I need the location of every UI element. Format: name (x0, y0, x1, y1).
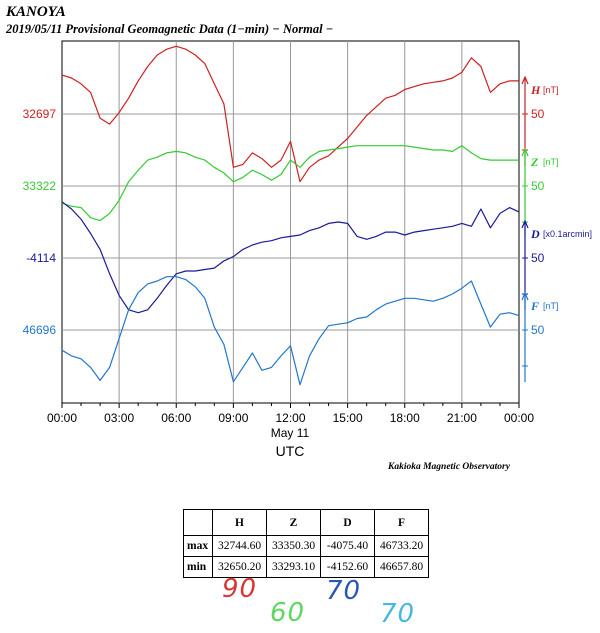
x-tick-label: 06:00 (161, 411, 191, 425)
stats-row-label: max (183, 535, 213, 557)
series-layer (61, 45, 520, 386)
x-tick-label: 12:00 (275, 411, 305, 425)
x-axis-date-label: May 11 (271, 426, 310, 440)
handwritten-note-f: 70 (380, 599, 416, 629)
ref-label-d: -4114 (26, 251, 56, 265)
station-name: KANOYA (6, 4, 66, 20)
component-name-d: D (530, 227, 540, 241)
handwritten-note-d: 70 (326, 576, 362, 606)
stats-row-label: min (183, 556, 213, 578)
handwritten-note-h: 90 (222, 574, 258, 604)
stats-cell-d-min: -4152.60 (320, 556, 375, 578)
stats-col-d: D (320, 509, 375, 536)
stats-cell-d-max: -4075.40 (320, 535, 375, 557)
scale-value-d: 50 (531, 251, 545, 265)
component-unit-z: [nT] (543, 157, 559, 167)
observatory-credit: Kakioka Magnetic Observatory (388, 462, 510, 472)
series-line-d (61, 201, 520, 314)
stats-col-f: F (374, 509, 429, 536)
x-tick-label: 00:00 (504, 411, 534, 425)
component-unit-f: [nT] (543, 301, 559, 311)
x-tick-label: 15:00 (333, 411, 363, 425)
component-unit-h: [nT] (543, 85, 559, 95)
ref-label-f: 46696 (23, 323, 57, 337)
series-line-f (61, 276, 520, 386)
x-tick-label: 09:00 (218, 411, 248, 425)
x-tick-label: 18:00 (390, 411, 420, 425)
stats-cell-z-min: 33293.10 (266, 556, 321, 578)
series-line-z (61, 145, 519, 222)
stats-cell-f-min: 46657.80 (374, 556, 429, 578)
scale-arrow-z (521, 147, 529, 157)
scale-value-f: 50 (531, 323, 545, 337)
stats-cell-h-min: 32650.20 (212, 556, 267, 578)
component-name-z: Z (530, 155, 539, 169)
stats-cell-f-max: 46733.20 (374, 535, 429, 557)
handwritten-note-z: 60 (270, 598, 306, 628)
ref-label-z: 33322 (23, 179, 57, 193)
x-tick-label: 21:00 (447, 411, 477, 425)
stats-col-h: H (212, 509, 267, 536)
series-line-h (61, 45, 519, 183)
x-tick-label: 03:00 (104, 411, 134, 425)
scale-value-z: 50 (531, 179, 545, 193)
x-axis-ticks: 00:00 03:00 06:00 09:00 12:00 15:00 18:00 21:00… (47, 403, 534, 425)
stats-row-max: max 32744.60 33350.30 -4075.40 46733.20 (183, 535, 429, 557)
stats-corner-cell (183, 509, 213, 536)
stats-header-row: H Z D F (183, 509, 429, 536)
component-name-h: H (530, 83, 541, 97)
x-axis-title: UTC (276, 443, 305, 459)
component-name-f: F (530, 299, 539, 313)
stats-col-z: Z (266, 509, 321, 536)
stats-cell-z-max: 33350.30 (266, 535, 321, 557)
scale-arrow-h (521, 75, 529, 85)
scale-value-h: 50 (531, 107, 545, 121)
stats-row-min: min 32650.20 33293.10 -4152.60 46657.80 (183, 556, 429, 578)
x-tick-label: 00:00 (47, 411, 77, 425)
scale-arrow-f (521, 291, 529, 301)
component-unit-d: [x0.1arcmin] (543, 229, 592, 239)
scale-arrow-d (521, 219, 529, 229)
chart-subtitle: 2019/05/11 Provisional Geomagnetic Data … (6, 22, 334, 36)
stats-cell-h-max: 32744.60 (212, 535, 267, 557)
stats-table: H Z D F max 32744.60 33350.30 -4075.40 4… (183, 509, 429, 578)
geomagnetic-chart: 00:00 03:00 06:00 09:00 12:00 15:00 18:00 21:00… (23, 40, 592, 459)
ref-label-h: 32697 (23, 107, 57, 121)
grid-lines (62, 41, 519, 403)
